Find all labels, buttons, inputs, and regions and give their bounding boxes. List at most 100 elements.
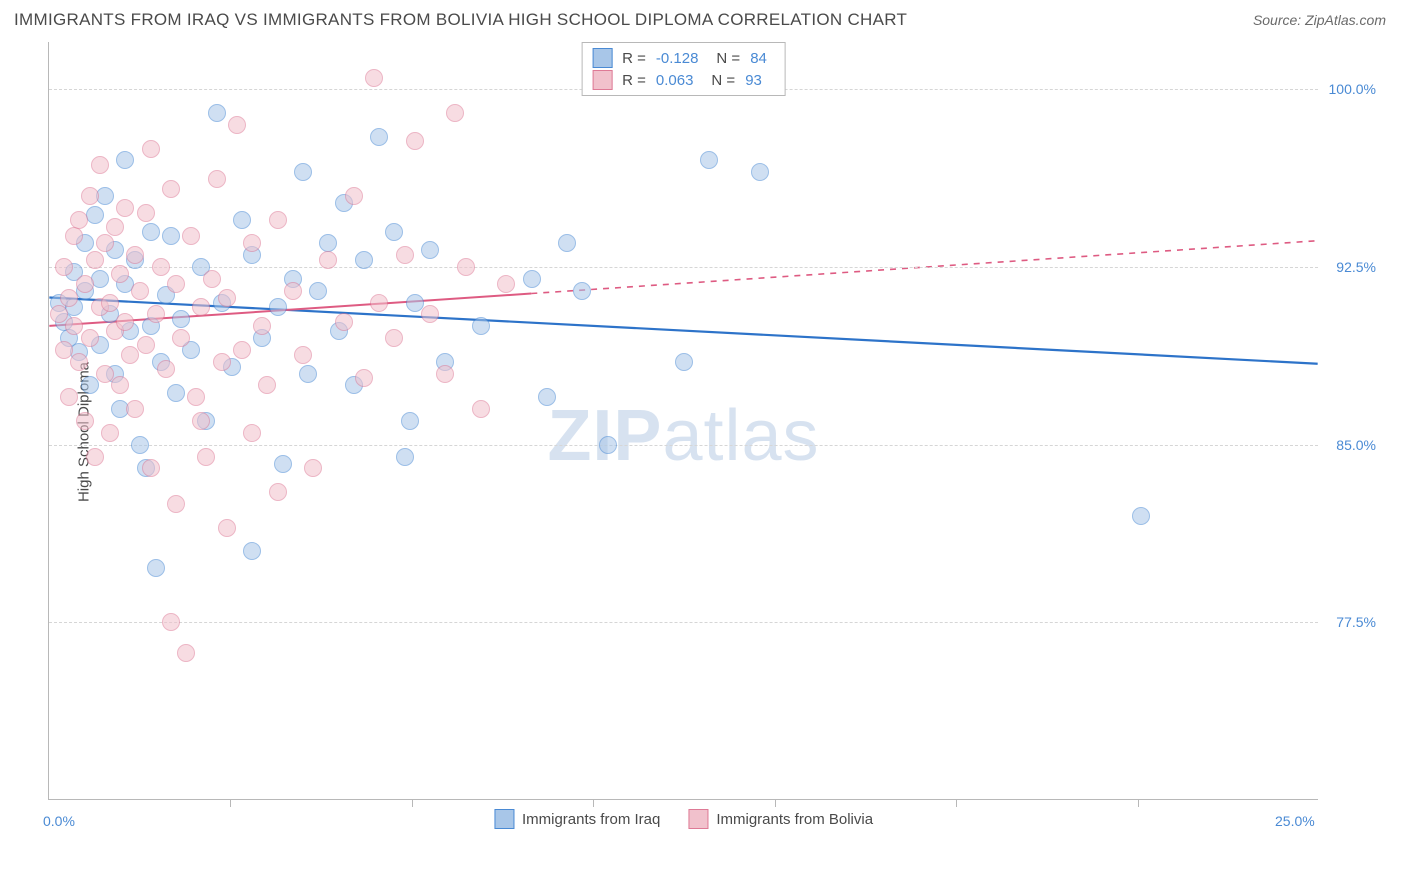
scatter-point [355, 369, 373, 387]
scatter-point [111, 265, 129, 283]
scatter-point [218, 519, 236, 537]
scatter-point [86, 448, 104, 466]
scatter-point [370, 128, 388, 146]
trend-lines [49, 42, 1318, 799]
scatter-point [142, 140, 160, 158]
scatter-point [218, 289, 236, 307]
scatter-point [213, 353, 231, 371]
scatter-point [253, 317, 271, 335]
scatter-point [167, 384, 185, 402]
scatter-point [319, 251, 337, 269]
scatter-point [269, 298, 287, 316]
scatter-point [406, 132, 424, 150]
legend-label: Immigrants from Bolivia [716, 811, 873, 828]
scatter-point [162, 613, 180, 631]
scatter-point [172, 310, 190, 328]
scatter-point [208, 170, 226, 188]
scatter-point [81, 329, 99, 347]
scatter-point [345, 187, 363, 205]
scatter-point [60, 289, 78, 307]
scatter-point [182, 227, 200, 245]
scatter-point [60, 388, 78, 406]
scatter-point [65, 317, 83, 335]
scatter-point [101, 294, 119, 312]
scatter-point [91, 156, 109, 174]
scatter-point [147, 305, 165, 323]
scatter-point [55, 341, 73, 359]
scatter-point [299, 365, 317, 383]
scatter-point [457, 258, 475, 276]
scatter-point [335, 313, 353, 331]
scatter-point [106, 218, 124, 236]
scatter-point [355, 251, 373, 269]
scatter-point [228, 116, 246, 134]
scatter-point [446, 104, 464, 122]
scatter-point [558, 234, 576, 252]
scatter-point [76, 275, 94, 293]
scatter-point [497, 275, 515, 293]
scatter-point [137, 336, 155, 354]
gridline [49, 445, 1318, 446]
y-tick-label: 100.0% [1329, 81, 1376, 97]
legend-label: Immigrants from Iraq [522, 811, 660, 828]
scatter-point [126, 400, 144, 418]
legend-swatch-iraq [494, 809, 514, 829]
scatter-point [406, 294, 424, 312]
scatter-point [294, 163, 312, 181]
scatter-point [284, 282, 302, 300]
watermark: ZIPatlas [547, 395, 819, 477]
scatter-point [304, 459, 322, 477]
scatter-point [269, 211, 287, 229]
scatter-point [233, 341, 251, 359]
scatter-point [126, 246, 144, 264]
scatter-point [396, 246, 414, 264]
scatter-point [243, 424, 261, 442]
x-tick [230, 799, 231, 807]
scatter-point [269, 483, 287, 501]
scatter-point [396, 448, 414, 466]
gridline [49, 267, 1318, 268]
scatter-point [147, 559, 165, 577]
scatter-point [573, 282, 591, 300]
scatter-point [700, 151, 718, 169]
scatter-point [162, 180, 180, 198]
scatter-point [70, 353, 88, 371]
scatter-point [258, 376, 276, 394]
scatter-point [472, 317, 490, 335]
scatter-point [142, 223, 160, 241]
scatter-point [472, 400, 490, 418]
legend-bottom: Immigrants from Iraq Immigrants from Bol… [494, 809, 873, 829]
y-tick-label: 77.5% [1336, 614, 1376, 630]
scatter-point [131, 436, 149, 454]
scatter-point [243, 542, 261, 560]
scatter-point [319, 234, 337, 252]
scatter-point [101, 424, 119, 442]
scatter-point [116, 151, 134, 169]
x-tick [593, 799, 594, 807]
scatter-point [203, 270, 221, 288]
scatter-point [192, 298, 210, 316]
scatter-point [162, 227, 180, 245]
scatter-point [137, 204, 155, 222]
scatter-point [86, 251, 104, 269]
scatter-point [65, 227, 83, 245]
x-tick [956, 799, 957, 807]
legend-stats: R = -0.128 N = 84 R = 0.063 N = 93 [581, 42, 786, 96]
plot-area: ZIPatlas R = -0.128 N = 84 R = 0.063 N =… [48, 42, 1318, 800]
scatter-point [167, 495, 185, 513]
scatter-point [70, 211, 88, 229]
scatter-point [523, 270, 541, 288]
scatter-point [208, 104, 226, 122]
legend-item: Immigrants from Bolivia [688, 809, 873, 829]
scatter-point [243, 234, 261, 252]
scatter-point [192, 412, 210, 430]
scatter-point [309, 282, 327, 300]
scatter-point [96, 234, 114, 252]
scatter-point [142, 459, 160, 477]
x-tick [412, 799, 413, 807]
scatter-point [436, 365, 454, 383]
x-tick [1138, 799, 1139, 807]
scatter-point [599, 436, 617, 454]
legend-stats-row: R = -0.128 N = 84 [592, 47, 775, 69]
scatter-point [116, 199, 134, 217]
